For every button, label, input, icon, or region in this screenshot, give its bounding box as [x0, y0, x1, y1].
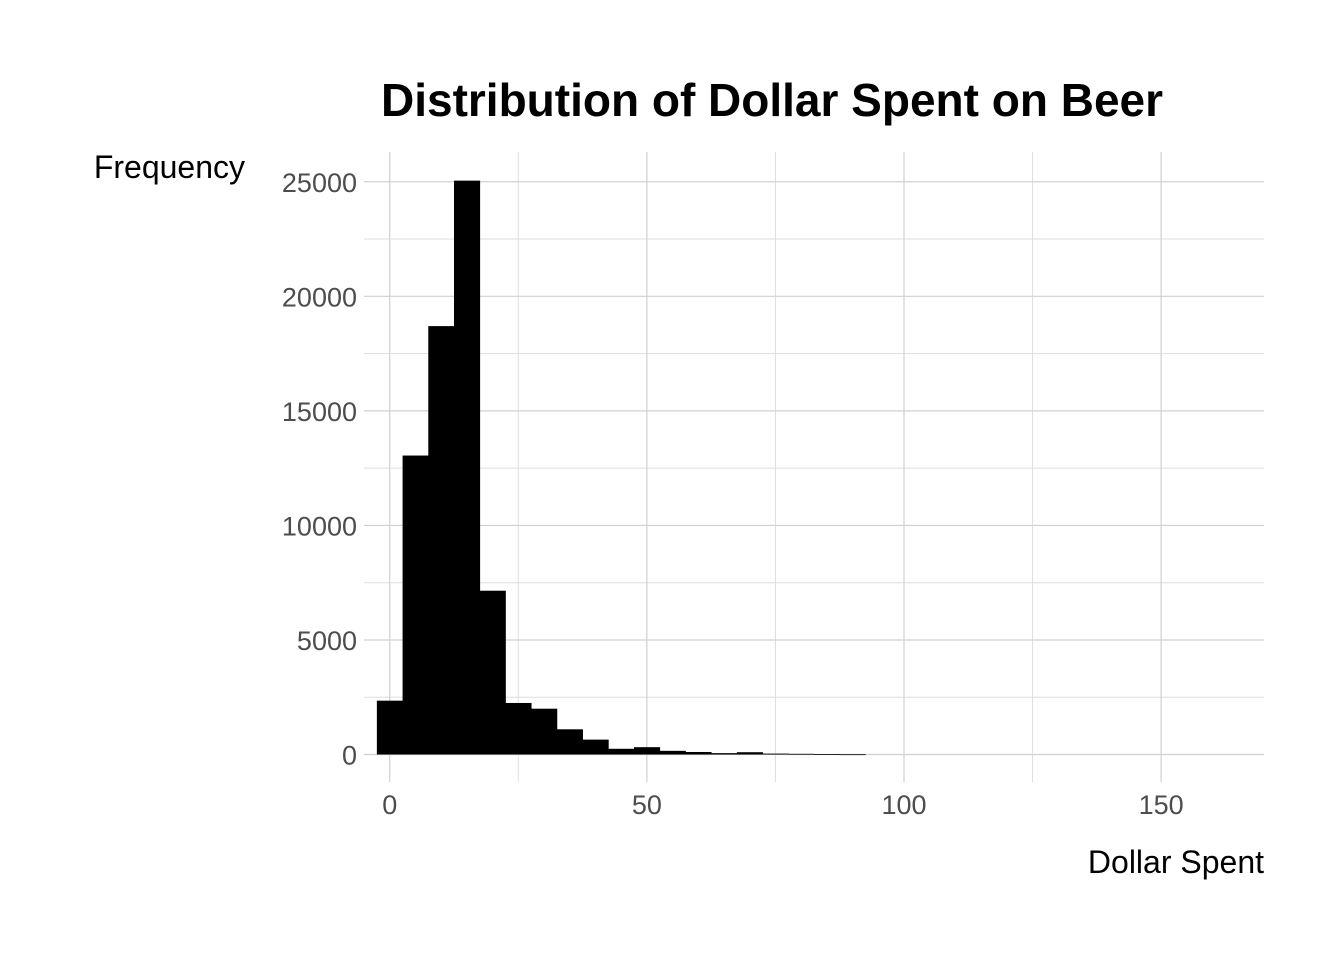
y-tick-label: 15000: [282, 397, 357, 427]
histogram-bar: [634, 747, 661, 755]
histogram-bars: [376, 180, 866, 756]
histogram-bar: [736, 752, 763, 755]
y-axis-title: Frequency: [94, 149, 245, 185]
histogram-bar: [479, 590, 506, 755]
histogram-bar: [556, 729, 583, 755]
histogram-bar: [685, 751, 712, 755]
y-tick-label: 20000: [282, 282, 357, 312]
y-tick-label: 5000: [297, 626, 357, 656]
histogram-bar: [762, 753, 789, 755]
histogram-bar: [428, 326, 455, 755]
histogram-bar: [376, 700, 403, 755]
histogram-bar: [505, 702, 532, 755]
y-tick-label: 10000: [282, 511, 357, 541]
histogram-bar: [582, 739, 609, 755]
x-axis-title: Dollar Spent: [1088, 844, 1264, 880]
histogram-bar: [659, 750, 686, 755]
x-axis-tick-labels: 0 50 100 150: [382, 790, 1183, 820]
y-axis-tick-labels: 0 5000 10000 15000 20000 25000: [282, 168, 357, 771]
histogram-bar: [531, 708, 558, 755]
histogram-bar: [711, 753, 738, 755]
y-tick-label: 25000: [282, 168, 357, 198]
x-tick-label: 0: [382, 790, 397, 820]
histogram-bar: [608, 748, 635, 755]
x-tick-label: 100: [881, 790, 926, 820]
histogram-bar: [814, 754, 841, 755]
histogram-bar: [454, 180, 481, 755]
grid-lines: [364, 152, 1264, 782]
x-tick-label: 50: [632, 790, 662, 820]
x-tick-label: 150: [1139, 790, 1184, 820]
histogram-bar: [788, 753, 815, 755]
histogram-bar: [839, 754, 866, 756]
histogram-bar: [402, 455, 429, 755]
chart-title: Distribution of Dollar Spent on Beer: [381, 74, 1163, 126]
y-tick-label: 0: [342, 741, 357, 771]
